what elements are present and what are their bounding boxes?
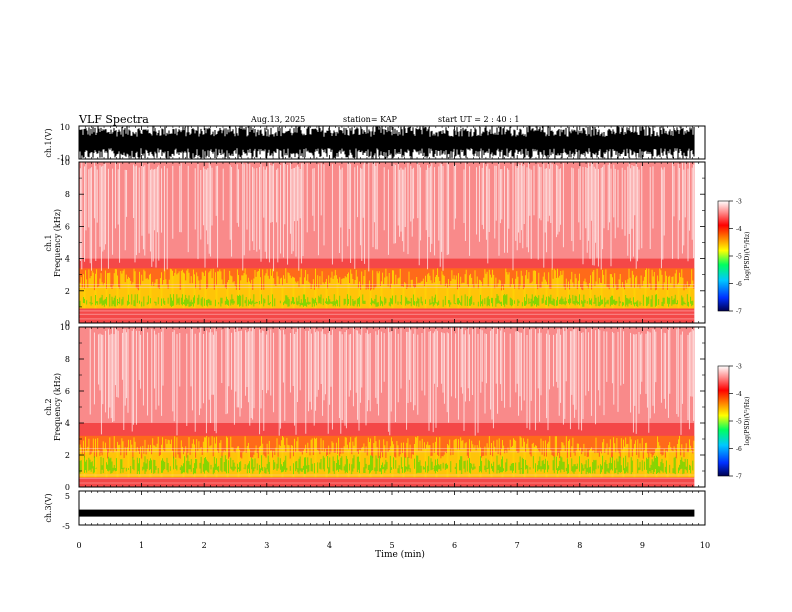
colorbar-tick-label--7: -7: [736, 309, 742, 316]
x-tick-label-3: 3: [264, 541, 269, 550]
colorbar-tick-label--7: -7: [736, 474, 742, 481]
ch2-spectrogram-yticks: 10 8 6 4 2 0: [60, 323, 705, 492]
y-tick-label-8: 8: [65, 355, 70, 364]
ch2-spectrogram-freq-label: Frequency (kHz): [53, 373, 62, 441]
spectrogram-streaks: [79, 162, 695, 272]
colorbar-ch2-ticks: -3 -4 -5 -6 -7: [729, 364, 742, 481]
x-tick-label-8: 8: [577, 541, 582, 550]
ch1-ytick-bottom: -10: [57, 154, 70, 163]
date-label: Aug.13, 2025: [250, 115, 305, 124]
ch1-spectrogram-yticks: 10 8 6 4 2 0: [60, 158, 705, 328]
colorbar-tick-label--5: -5: [736, 419, 742, 426]
x-axis-label: Time (min): [375, 549, 425, 560]
y-tick-label-10: 10: [60, 323, 70, 332]
colorbar-tick-label--5: -5: [736, 254, 742, 261]
chart-title: VLF Spectra: [78, 113, 149, 126]
x-tick-label-6: 6: [452, 541, 457, 550]
colorbar-tick-label--6: -6: [736, 281, 742, 288]
ch1-spectrogram-panel: 10 8 6 4 2 0 ch.1 Frequency (kHz): [44, 158, 706, 328]
y-tick-label-2: 2: [65, 451, 70, 460]
colorbar-ch1-ticks: -3 -4 -5 -6 -7: [729, 199, 742, 316]
spectrogram-green-band: [79, 455, 694, 475]
x-tick-label-5: 5: [389, 541, 394, 550]
colorbar-tick-label--3: -3: [736, 199, 742, 206]
ch1-waveform-ylabel: ch.1(V): [44, 128, 53, 157]
y-tick-label-10: 10: [60, 158, 70, 167]
ch1-waveform-line: [79, 126, 695, 159]
x-tick-label-2: 2: [202, 541, 207, 550]
y-tick-label-6: 6: [65, 222, 70, 231]
colorbar-tick-label--4: -4: [736, 391, 742, 398]
spectrogram-upper-region: [79, 327, 695, 423]
colorbar-ch2-gradient: [717, 365, 730, 477]
ch3-waveform-panel: 5 -5 ch.3(V): [44, 490, 706, 531]
ch2-spectrogram-panel: 10 8 6 4 2 0 ch.2 Frequency (kHz): [44, 323, 706, 492]
x-tick-label-1: 1: [139, 541, 144, 550]
ch3-ytick-top: 5: [65, 492, 70, 501]
x-tick-label-9: 9: [640, 541, 645, 550]
x-tick-label-10: 10: [700, 541, 710, 550]
x-tick-label-0: 0: [76, 541, 81, 550]
colorbar-ch1-label: log(PSD)(V²/Hz): [744, 232, 751, 281]
y-tick-label-4: 4: [65, 419, 70, 428]
x-tick-label-7: 7: [515, 541, 520, 550]
y-tick-label-8: 8: [65, 190, 70, 199]
colorbar-tick-label--6: -6: [736, 446, 742, 453]
ch1-spectrogram-channel-label: ch.1: [44, 234, 53, 251]
x-tick-label-4: 4: [327, 541, 332, 550]
ch1-ytick-top: 10: [60, 123, 70, 132]
colorbar-ch1-gradient: [717, 200, 730, 312]
station-label: station= KAP: [343, 115, 398, 124]
ch3-waveform-trace: [79, 509, 695, 517]
ch1-waveform-panel: 10 -10 ch.1(V): [44, 123, 706, 163]
spectrogram-upper-region: [79, 162, 695, 259]
ch1-spectrogram-freq-label: Frequency (kHz): [53, 209, 62, 277]
colorbar-tick-label--4: -4: [736, 226, 742, 233]
y-tick-label-0: 0: [65, 483, 70, 492]
ch3-ytick-bottom: -5: [62, 522, 70, 531]
colorbar-ch2-label: log(PSD)(V²/Hz): [744, 397, 751, 446]
colorbar-ch2: -3 -4 -5 -6 -7 log(PSD)(V²/Hz): [717, 364, 751, 481]
ch1-spectrogram-heatmap: [78, 162, 695, 323]
y-tick-label-6: 6: [65, 387, 70, 396]
start-time-label: start UT = 2 : 40 : 1: [438, 115, 519, 124]
ch3-waveform-ylabel: ch.3(V): [44, 493, 53, 522]
ch1-waveform-trace: [79, 126, 695, 159]
colorbar-ch1: -3 -4 -5 -6 -7 log(PSD)(V²/Hz): [717, 199, 751, 316]
y-tick-label-4: 4: [65, 255, 70, 264]
y-tick-label-2: 2: [65, 287, 70, 296]
colorbar-tick-label--3: -3: [736, 364, 742, 371]
ch2-spectrogram-channel-label: ch.2: [44, 398, 53, 415]
ch2-spectrogram-heatmap: [78, 327, 695, 487]
time-axis: 0 1 2 3 4 5 6 7 8 9 10: [76, 126, 710, 550]
y-tick-label-0: 0: [65, 319, 70, 328]
